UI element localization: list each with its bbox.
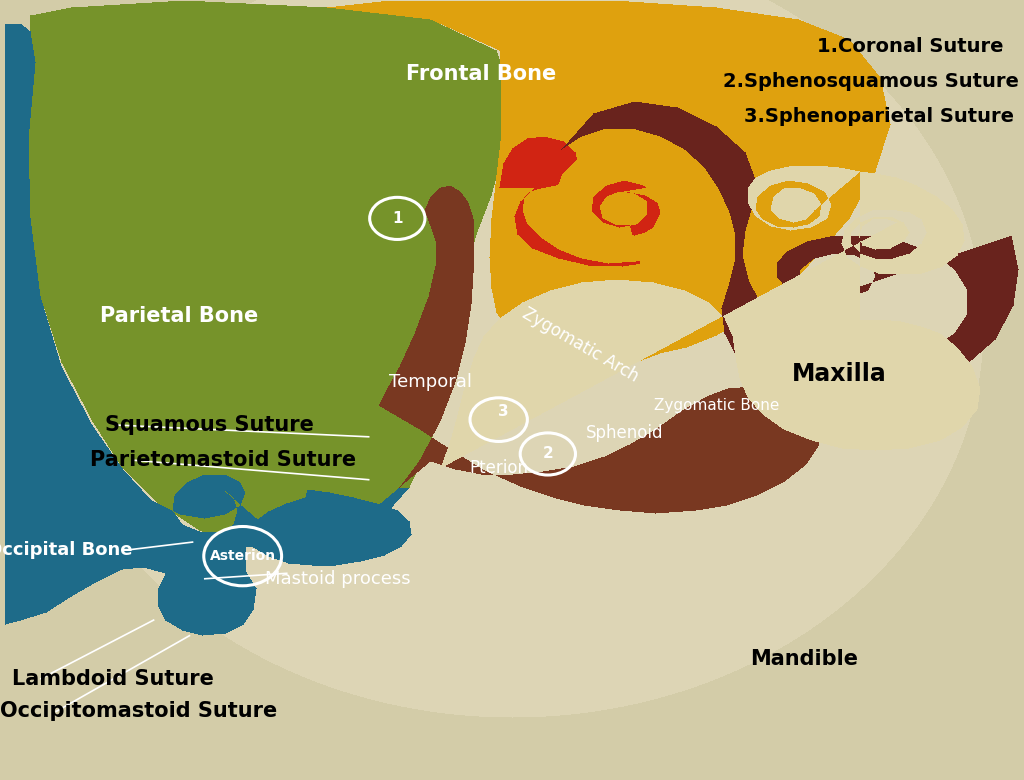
- Text: Maxilla: Maxilla: [793, 363, 887, 386]
- Text: Temporal: Temporal: [388, 373, 472, 392]
- Text: 3.Sphenoparietal Suture: 3.Sphenoparietal Suture: [743, 108, 1014, 126]
- Text: 2.Sphenosquamous Suture: 2.Sphenosquamous Suture: [723, 73, 1019, 91]
- Text: Lambdoid Suture: Lambdoid Suture: [11, 668, 214, 689]
- Text: Frontal Bone: Frontal Bone: [407, 64, 556, 84]
- Text: Zygomatic Bone: Zygomatic Bone: [654, 398, 779, 413]
- Text: Squamous Suture: Squamous Suture: [105, 415, 314, 435]
- Text: 3: 3: [499, 404, 509, 420]
- Text: Parietal Bone: Parietal Bone: [100, 306, 258, 326]
- Text: Zygomatic Arch: Zygomatic Arch: [519, 304, 642, 385]
- Text: 1: 1: [392, 211, 402, 226]
- Text: Parietomastoid Suture: Parietomastoid Suture: [90, 450, 356, 470]
- Text: Asterion: Asterion: [210, 549, 275, 563]
- Text: Occipitomastoid Suture: Occipitomastoid Suture: [0, 701, 276, 722]
- Text: Sphenoid: Sphenoid: [586, 424, 664, 442]
- Text: Mastoid process: Mastoid process: [265, 569, 411, 588]
- Text: Occipital Bone: Occipital Bone: [0, 541, 132, 559]
- Text: Pterion: Pterion: [469, 459, 528, 477]
- Text: 1.Coronal Suture: 1.Coronal Suture: [817, 37, 1004, 56]
- Text: Mandible: Mandible: [750, 649, 858, 669]
- Text: 2: 2: [543, 446, 553, 462]
